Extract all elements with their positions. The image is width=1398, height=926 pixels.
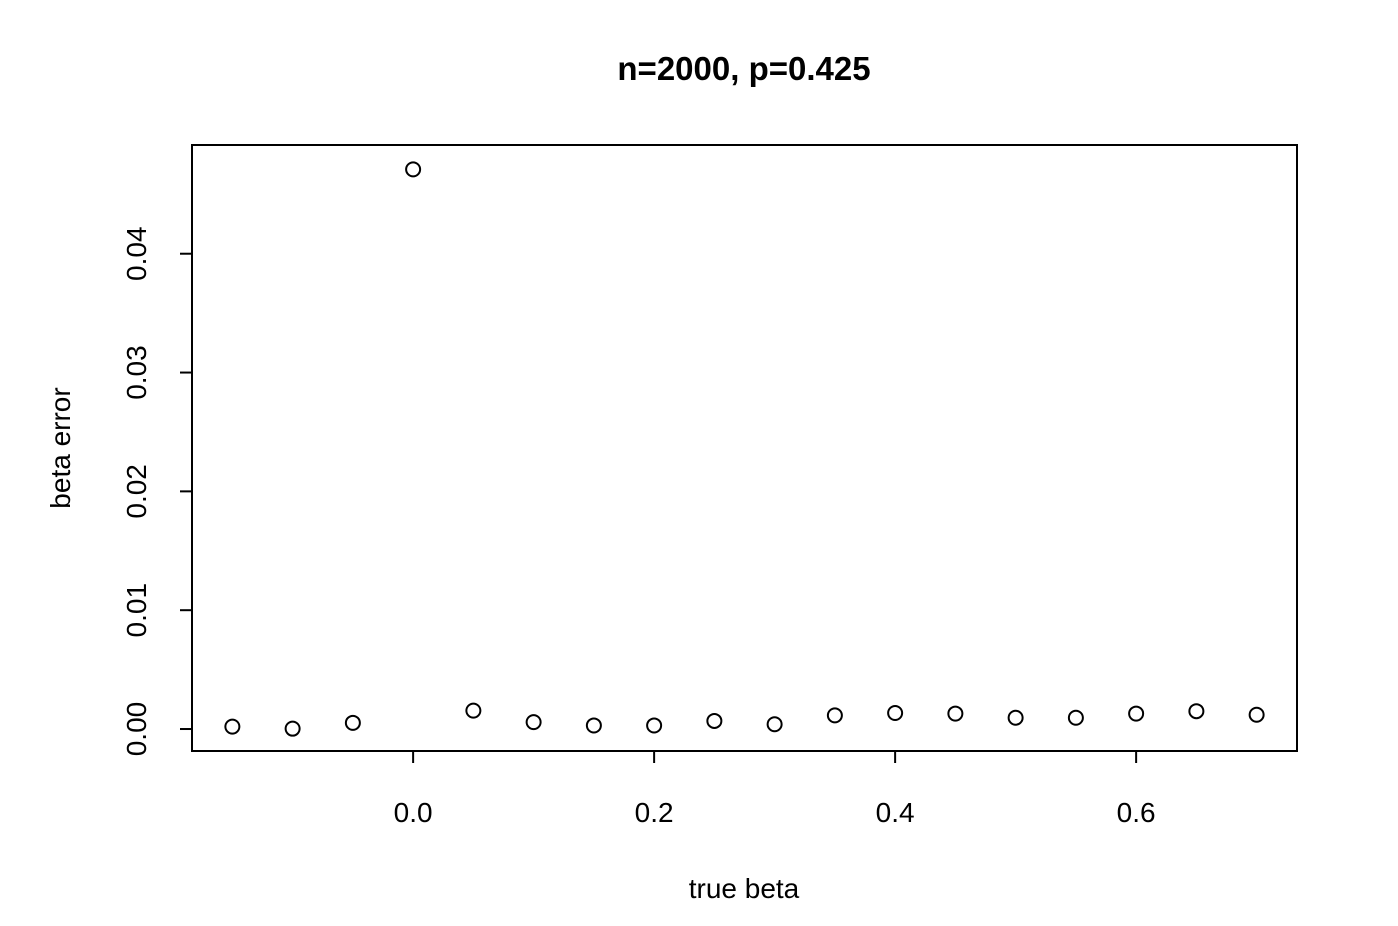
data-point [1248,706,1265,723]
data-point [1067,709,1084,726]
data-point [646,717,663,734]
data-point [344,714,361,731]
data-point [1188,703,1205,720]
x-axis-label: true beta [689,873,800,904]
x-axis: 0.0 0.2 0.4 0.6 [394,750,1156,828]
x-tick-label: 0.2 [635,797,674,828]
data-point [405,161,422,178]
x-tick-label: 0.6 [1117,797,1156,828]
data-point [465,702,482,719]
y-axis: 0.00 0.01 0.02 0.03 0.04 [121,226,193,757]
data-point [284,720,301,737]
data-point [706,712,723,729]
data-point [947,705,964,722]
data-point [585,717,602,734]
data-point [887,704,904,721]
x-tick-label: 0.0 [394,797,433,828]
y-tick-label: 0.01 [121,583,152,638]
y-tick-label: 0.02 [121,464,152,519]
data-point [525,714,542,731]
data-point [826,707,843,724]
data-point [224,718,241,735]
y-tick-label: 0.00 [121,702,152,757]
data-point [766,716,783,733]
y-axis-label: beta error [45,387,76,508]
chart-title: n=2000, p=0.425 [617,50,870,87]
data-point [1128,705,1145,722]
y-tick-label: 0.04 [121,226,152,280]
plot-frame [191,144,1298,752]
x-tick-label: 0.4 [876,797,915,828]
data-points [224,161,1265,737]
y-tick-label: 0.03 [121,345,152,400]
data-point [1007,709,1024,726]
